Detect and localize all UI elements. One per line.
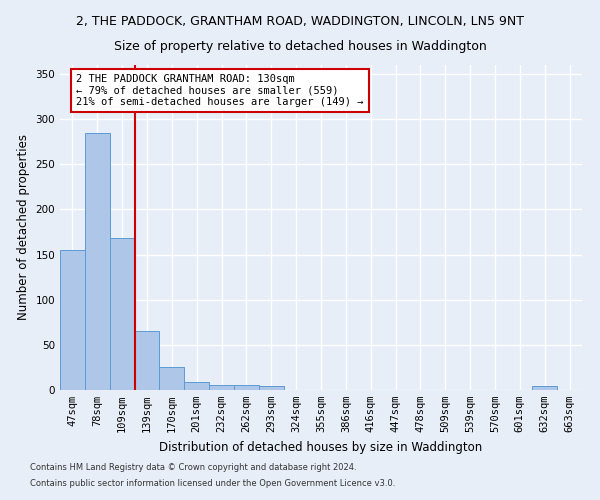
Bar — [160, 368, 184, 390]
Bar — [110, 238, 134, 390]
X-axis label: Distribution of detached houses by size in Waddington: Distribution of detached houses by size … — [160, 440, 482, 454]
Bar — [85, 132, 110, 390]
Text: 2 THE PADDOCK GRANTHAM ROAD: 130sqm
← 79% of detached houses are smaller (559)
2: 2 THE PADDOCK GRANTHAM ROAD: 130sqm ← 79… — [76, 74, 364, 107]
Bar — [134, 332, 160, 390]
Bar — [60, 250, 85, 390]
Bar — [184, 382, 209, 390]
Text: Contains public sector information licensed under the Open Government Licence v3: Contains public sector information licen… — [30, 478, 395, 488]
Bar — [234, 386, 259, 390]
Y-axis label: Number of detached properties: Number of detached properties — [17, 134, 30, 320]
Bar — [209, 384, 234, 390]
Text: Contains HM Land Registry data © Crown copyright and database right 2024.: Contains HM Land Registry data © Crown c… — [30, 464, 356, 472]
Bar — [532, 386, 557, 390]
Bar — [259, 386, 284, 390]
Text: 2, THE PADDOCK, GRANTHAM ROAD, WADDINGTON, LINCOLN, LN5 9NT: 2, THE PADDOCK, GRANTHAM ROAD, WADDINGTO… — [76, 15, 524, 28]
Text: Size of property relative to detached houses in Waddington: Size of property relative to detached ho… — [113, 40, 487, 53]
